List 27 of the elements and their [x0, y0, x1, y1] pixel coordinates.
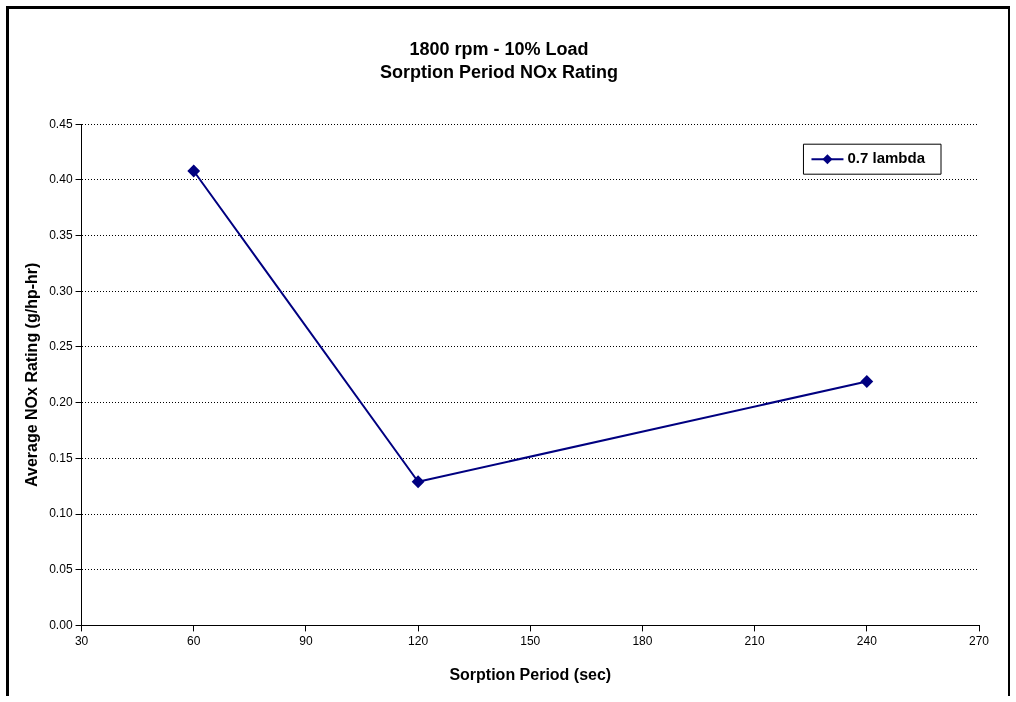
point	[187, 164, 200, 177]
chart-subtitle: Sorption Period NOx Rating	[379, 62, 619, 83]
x-tick-label: 270	[968, 633, 990, 648]
x-tick-label: 90	[299, 633, 313, 648]
y-tick-label: 0.25	[49, 339, 73, 354]
point	[860, 375, 873, 388]
legend-label: 0.7 lambda	[847, 149, 926, 167]
y-axis-title: Average NOx Rating (g/hp-hr)	[23, 262, 41, 487]
x-axis-title: Sorption Period (sec)	[449, 665, 612, 683]
y-tick-label: 0.15	[49, 450, 73, 465]
y-tick-label: 0.05	[49, 562, 73, 577]
y-tick-label: 0.20	[49, 394, 73, 409]
point	[412, 475, 425, 488]
y-tick-label: 0.10	[49, 506, 73, 521]
y-tick-label: 0.00	[49, 617, 73, 632]
y-tick-label: 0.30	[49, 283, 73, 298]
x-tick-label: 210	[744, 633, 765, 648]
y-tick-label: 0.35	[49, 227, 73, 242]
x-tick-label: 60	[187, 633, 201, 648]
y-tick-label: 0.45	[49, 116, 73, 131]
chart-title: 1800 rpm - 10% Load	[409, 38, 589, 59]
y-tick-label: 0.40	[49, 172, 73, 187]
x-tick-label: 180	[632, 633, 653, 648]
x-tick-label: 150	[520, 633, 541, 648]
x-tick-label: 240	[856, 633, 878, 648]
x-tick-label: 30	[74, 633, 89, 648]
x-tick-label: 120	[408, 633, 429, 648]
